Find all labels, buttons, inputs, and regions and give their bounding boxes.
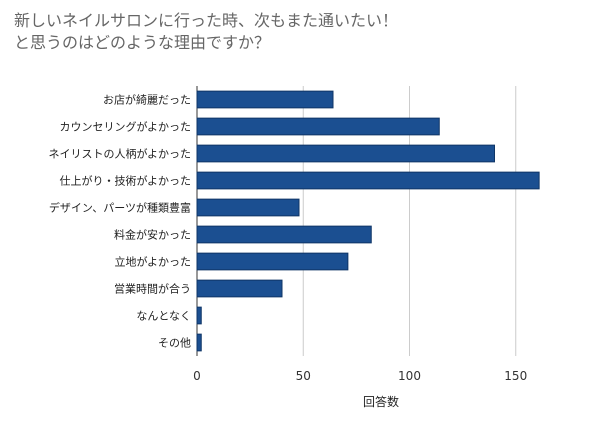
x-tick-label: 0 [193,369,201,383]
bar [196,198,300,217]
bar [196,171,540,190]
category-label: 仕上がり・技術がよかった [60,174,191,188]
bar [196,306,202,325]
x-tick-label: 150 [504,369,527,383]
chart-title-line-1: 新しいネイルサロンに行った時、次もまた通いたい！ [14,11,399,30]
category-label: ネイリストの人柄がよかった [49,147,191,161]
bar [196,279,283,298]
category-label: その他 [158,337,191,350]
x-tick-label: 50 [296,369,311,383]
category-label: デザイン、パーツが種類豊富 [49,201,191,215]
bar [196,117,440,136]
category-label: 立地がよかった [115,255,191,269]
category-label: 営業時間が合う [114,282,191,296]
bar [196,144,495,163]
bar [196,225,372,244]
x-axis-title: 回答数 [363,394,399,409]
bar [196,252,349,271]
category-label: なんとなく [136,310,191,323]
chart-title: 新しいネイルサロンに行った時、次もまた通いたい！ と思うのはどのような理由ですか… [14,10,398,54]
bar-layer [196,90,540,352]
label-layer: 0 50 100 150 お店が綺麗だったカウンセリングがよかったネイリストの人柄がよか… [49,93,528,384]
bar [196,333,202,352]
chart-title-line-2: と思うのはどのような理由ですか？ [14,33,271,52]
category-label: カウンセリングがよかった [60,120,191,134]
x-tick-label: 100 [398,369,421,383]
bar [196,90,334,109]
category-label: 料金が安かった [114,228,191,242]
category-label: お店が綺麗だった [103,93,191,107]
